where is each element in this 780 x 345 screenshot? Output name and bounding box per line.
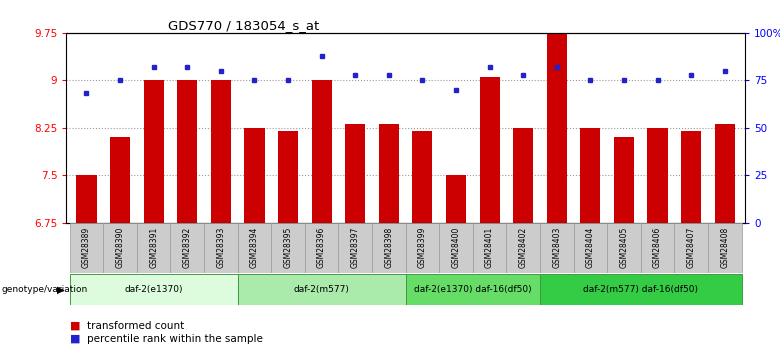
Bar <box>439 223 473 273</box>
Bar <box>305 223 339 273</box>
Bar <box>406 274 540 305</box>
Bar <box>177 80 197 223</box>
Text: genotype/variation: genotype/variation <box>2 285 88 294</box>
Text: GSM28401: GSM28401 <box>485 227 494 268</box>
Bar <box>714 125 735 223</box>
Bar <box>110 137 130 223</box>
Text: GSM28394: GSM28394 <box>250 227 259 268</box>
Bar <box>547 33 567 223</box>
Bar <box>379 125 399 223</box>
Text: GSM28400: GSM28400 <box>452 227 460 268</box>
Bar <box>136 223 171 273</box>
Bar <box>513 128 534 223</box>
Text: daf-2(m577) daf-16(df50): daf-2(m577) daf-16(df50) <box>583 285 698 294</box>
Bar <box>406 223 439 273</box>
Bar <box>708 223 742 273</box>
Text: GSM28397: GSM28397 <box>351 227 360 268</box>
Bar <box>640 223 675 273</box>
Bar <box>446 175 466 223</box>
Bar <box>580 128 601 223</box>
Bar <box>480 77 500 223</box>
Text: GSM28399: GSM28399 <box>418 227 427 268</box>
Text: GSM28408: GSM28408 <box>720 227 729 268</box>
Bar <box>244 128 264 223</box>
Bar <box>573 223 607 273</box>
Text: GSM28390: GSM28390 <box>115 227 125 268</box>
Bar <box>607 223 640 273</box>
Bar <box>144 80 164 223</box>
Bar <box>311 80 332 223</box>
Bar <box>413 131 432 223</box>
Bar <box>339 223 372 273</box>
Text: transformed count: transformed count <box>87 321 185 331</box>
Text: ▶: ▶ <box>57 285 65 295</box>
Text: GSM28393: GSM28393 <box>216 227 225 268</box>
Bar <box>681 131 701 223</box>
Text: GSM28404: GSM28404 <box>586 227 595 268</box>
Bar <box>238 274 406 305</box>
Text: GSM28405: GSM28405 <box>619 227 629 268</box>
Text: GSM28389: GSM28389 <box>82 227 91 268</box>
Text: ■: ■ <box>70 334 80 344</box>
Bar <box>171 223 204 273</box>
Bar <box>675 223 708 273</box>
Text: GSM28391: GSM28391 <box>149 227 158 268</box>
Bar <box>473 223 506 273</box>
Bar <box>69 274 238 305</box>
Bar <box>69 223 103 273</box>
Bar <box>506 223 540 273</box>
Bar <box>278 131 298 223</box>
Bar <box>76 175 97 223</box>
Bar <box>540 223 573 273</box>
Bar <box>345 125 365 223</box>
Text: percentile rank within the sample: percentile rank within the sample <box>87 334 263 344</box>
Text: daf-2(e1370): daf-2(e1370) <box>124 285 183 294</box>
Bar <box>614 137 634 223</box>
Text: daf-2(m577): daf-2(m577) <box>294 285 349 294</box>
Bar <box>540 274 742 305</box>
Text: GDS770 / 183054_s_at: GDS770 / 183054_s_at <box>168 19 319 32</box>
Text: GSM28407: GSM28407 <box>686 227 696 268</box>
Bar <box>211 80 231 223</box>
Bar <box>271 223 305 273</box>
Text: daf-2(e1370) daf-16(df50): daf-2(e1370) daf-16(df50) <box>414 285 532 294</box>
Bar <box>204 223 238 273</box>
Text: GSM28398: GSM28398 <box>385 227 393 268</box>
Text: GSM28402: GSM28402 <box>519 227 528 268</box>
Bar <box>647 128 668 223</box>
Text: GSM28406: GSM28406 <box>653 227 662 268</box>
Bar <box>238 223 271 273</box>
Bar <box>372 223 406 273</box>
Text: GSM28403: GSM28403 <box>552 227 562 268</box>
Bar <box>103 223 136 273</box>
Text: ■: ■ <box>70 321 80 331</box>
Text: GSM28392: GSM28392 <box>183 227 192 268</box>
Text: GSM28396: GSM28396 <box>317 227 326 268</box>
Text: GSM28395: GSM28395 <box>283 227 292 268</box>
